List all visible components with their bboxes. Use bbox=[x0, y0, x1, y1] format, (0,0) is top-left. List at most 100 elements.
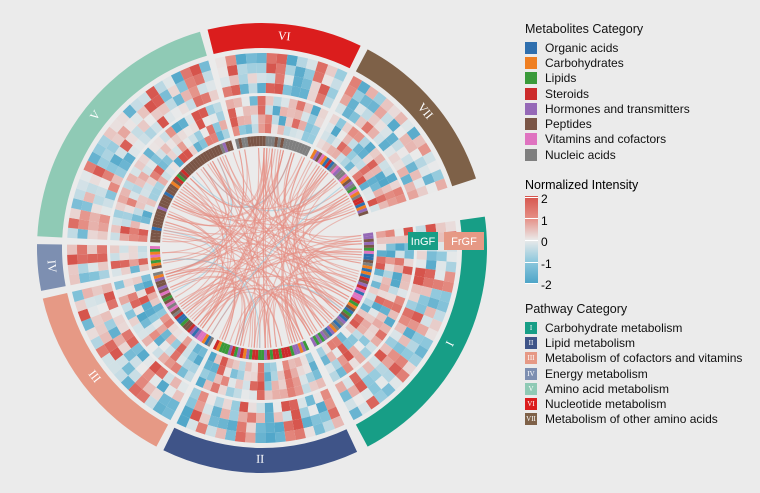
metabolite-legend-item: Steroids bbox=[525, 86, 690, 101]
pathway-sector-IV bbox=[36, 244, 66, 291]
heatmap-cell bbox=[298, 374, 309, 386]
metabolite-category-cell bbox=[259, 136, 263, 147]
metabolite-category-cell bbox=[182, 319, 192, 329]
heatmap-cell bbox=[318, 83, 331, 97]
heatmap-cell bbox=[331, 335, 343, 348]
heatmap-cell bbox=[334, 68, 348, 82]
heatmap-cell bbox=[81, 287, 94, 300]
heatmap-cell bbox=[118, 159, 132, 172]
heatmap-cell bbox=[119, 233, 130, 242]
heatmap-cell bbox=[294, 428, 306, 441]
heatmap-cell bbox=[157, 351, 170, 365]
legend-label: Metabolism of cofactors and vitamins bbox=[545, 351, 743, 366]
heatmap-cell bbox=[90, 314, 104, 327]
heatmap-cell bbox=[164, 345, 176, 357]
heatmap-cell bbox=[242, 105, 251, 116]
heatmap-cell bbox=[353, 340, 366, 353]
heatmap-cell bbox=[367, 113, 381, 127]
heatmap-cell bbox=[175, 342, 187, 355]
heatmap-cell bbox=[235, 53, 247, 65]
heatmap-cell bbox=[243, 114, 252, 125]
metabolite-category-cell bbox=[326, 160, 335, 171]
heatmap-cell bbox=[352, 143, 364, 155]
heatmap-cell bbox=[78, 272, 91, 284]
metabolite-category-cell bbox=[354, 289, 365, 297]
colorbar-tick-label: 1 bbox=[541, 214, 548, 228]
heatmap-cell bbox=[422, 277, 435, 289]
colorbar-tick bbox=[525, 262, 538, 263]
heatmap-cell bbox=[390, 278, 401, 289]
pathway-legend-item: V Amino acid metabolism bbox=[525, 381, 742, 396]
chord-link bbox=[234, 293, 311, 345]
heatmap-cell bbox=[113, 209, 125, 219]
heatmap-cell bbox=[160, 328, 173, 341]
heatmap-cell bbox=[248, 390, 258, 400]
heatmap-cell bbox=[406, 189, 419, 201]
heatmap-cell bbox=[187, 350, 198, 363]
heatmap-cell bbox=[331, 415, 345, 429]
heatmap-cell bbox=[439, 290, 452, 303]
metabolite-category-cell bbox=[156, 208, 167, 215]
heatmap-cell bbox=[412, 134, 427, 149]
heatmap-cell bbox=[68, 273, 81, 286]
heatmap-cell bbox=[213, 396, 225, 409]
metabolite-category-cell bbox=[350, 296, 361, 305]
heatmap-cell bbox=[222, 85, 233, 98]
heatmap-cell bbox=[256, 73, 267, 84]
heatmap-cell bbox=[372, 132, 386, 146]
heatmap-cell bbox=[103, 126, 118, 141]
heatmap-cell bbox=[419, 314, 433, 328]
chord-link bbox=[186, 182, 355, 288]
chord-link bbox=[182, 200, 351, 310]
heatmap-cell bbox=[139, 222, 150, 231]
pathway-legend-item: III Metabolism of cofactors and vitamins bbox=[525, 351, 742, 366]
heatmap-cell bbox=[90, 335, 105, 350]
heatmap-cell bbox=[177, 117, 189, 130]
heatmap-cell bbox=[375, 230, 386, 239]
heatmap-cell bbox=[417, 294, 430, 307]
legend-label: Steroids bbox=[545, 86, 590, 101]
heatmap-cell bbox=[315, 377, 327, 389]
heatmap-cell bbox=[76, 178, 89, 192]
heatmap-cell bbox=[164, 126, 177, 139]
heatmap-cell bbox=[312, 391, 324, 405]
heatmap-cell bbox=[370, 164, 383, 176]
heatmap-cell bbox=[163, 318, 175, 329]
legend-label: Nucleotide metabolism bbox=[545, 397, 667, 412]
heatmap-cell bbox=[446, 251, 457, 263]
heatmap-cell bbox=[265, 422, 275, 433]
heatmap-cell bbox=[286, 107, 296, 119]
chord-link bbox=[294, 169, 333, 320]
heatmap-cell bbox=[345, 322, 357, 334]
heatmap-cell bbox=[265, 83, 275, 94]
heatmap-cell bbox=[320, 354, 331, 366]
heatmap-cell bbox=[122, 179, 135, 191]
heatmap-cell bbox=[128, 382, 143, 397]
heatmap-cell bbox=[176, 331, 188, 343]
metabolite-category-cell bbox=[348, 299, 359, 307]
heatmap-cell bbox=[357, 148, 369, 160]
metabolite-category-cell bbox=[184, 321, 194, 331]
heatmap-cell bbox=[117, 194, 129, 205]
heatmap-cell bbox=[104, 189, 118, 201]
legend-swatch bbox=[525, 118, 537, 131]
heatmap-cell bbox=[71, 289, 85, 302]
heatmap-cell bbox=[196, 82, 209, 95]
heatmap-cell bbox=[360, 107, 374, 122]
heatmap-cell bbox=[344, 161, 356, 172]
heatmap-cell bbox=[109, 306, 122, 319]
heatmap-cell bbox=[274, 421, 285, 433]
heatmap-cell bbox=[233, 97, 243, 108]
heatmap-cell bbox=[378, 159, 390, 171]
metabolite-category-cell bbox=[334, 169, 344, 179]
metabolite-category-cell bbox=[168, 183, 179, 192]
heatmap-cell bbox=[107, 360, 122, 375]
heatmap-cell bbox=[331, 347, 343, 359]
heatmap-cell bbox=[177, 102, 190, 115]
heatmap-cell bbox=[416, 185, 429, 198]
heatmap-cell bbox=[406, 339, 420, 354]
heatmap-cell bbox=[77, 228, 88, 239]
heatmap-cell bbox=[326, 350, 337, 363]
heatmap-cell bbox=[368, 147, 381, 160]
